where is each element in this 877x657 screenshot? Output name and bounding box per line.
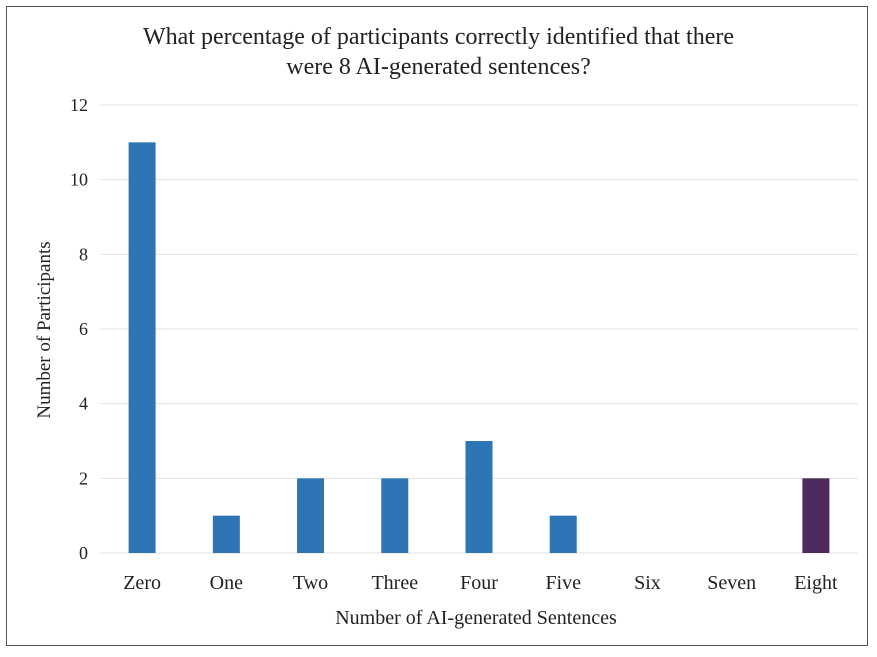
y-tick-label: 10: [70, 170, 88, 190]
bar-four: [465, 441, 493, 553]
chart-title-line-2: were 8 AI-generated sentences?: [286, 54, 591, 80]
bar-eight: [802, 478, 830, 553]
x-tick-label: One: [210, 572, 243, 594]
y-axis-ticks: 0 2 4 6 8 10 12: [70, 95, 88, 563]
x-tick-label: Zero: [123, 572, 161, 594]
bar-three: [381, 478, 409, 553]
chart-title: What percentage of participants correctl…: [0, 22, 877, 82]
x-tick-label: Two: [293, 572, 328, 594]
x-axis-label: Number of AI-generated Sentences: [335, 607, 617, 629]
y-tick-label: 2: [79, 468, 88, 488]
x-tick-label: Eight: [794, 572, 838, 594]
y-tick-label: 4: [79, 394, 88, 414]
y-tick-label: 6: [79, 319, 88, 339]
y-axis-label: Number of Participants: [34, 241, 55, 418]
y-tick-label: 0: [79, 543, 88, 563]
y-tick-label: 8: [79, 244, 88, 264]
x-axis-ticks: Zero One Two Three Four Five Six Seven Eight: [123, 572, 838, 594]
x-tick-label: Four: [460, 572, 498, 594]
x-tick-label: Six: [634, 572, 661, 594]
y-tick-label: 12: [70, 95, 88, 115]
bar-two: [297, 478, 325, 553]
bars: [128, 142, 830, 554]
bar-zero: [128, 142, 156, 554]
x-tick-label: Three: [371, 572, 418, 594]
gridlines: [100, 104, 858, 554]
bar-five: [549, 515, 577, 553]
x-tick-label: Seven: [707, 572, 756, 594]
bar-one: [212, 515, 240, 553]
chart-title-line-1: What percentage of participants correctl…: [142, 24, 735, 50]
x-tick-label: Five: [545, 572, 581, 594]
